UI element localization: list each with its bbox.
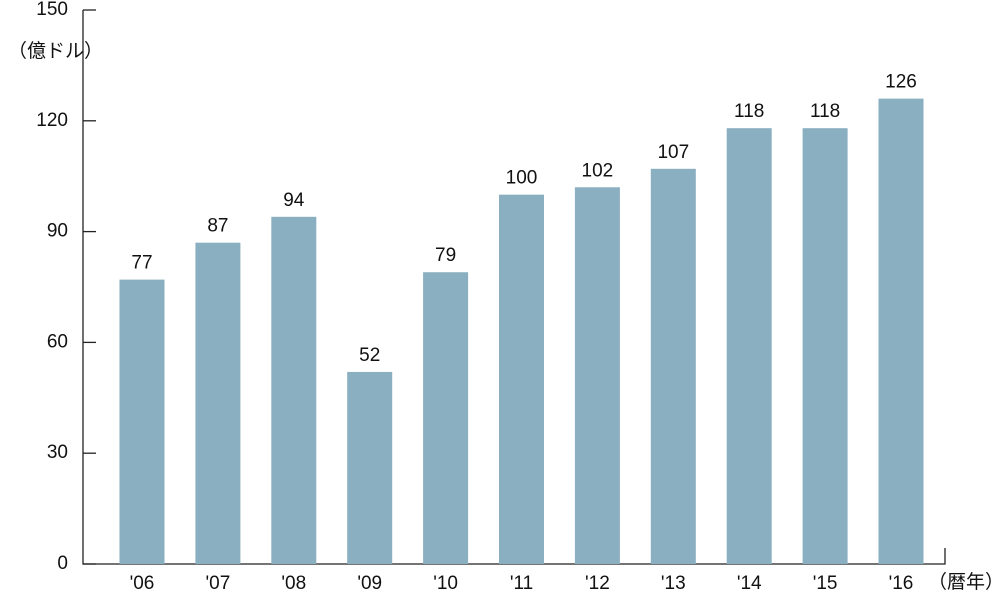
bar bbox=[499, 194, 544, 564]
y-tick-label: 30 bbox=[47, 442, 68, 463]
x-tick-label: '11 bbox=[510, 573, 533, 594]
bar bbox=[195, 242, 241, 564]
value-label: 94 bbox=[283, 190, 305, 211]
y-tick-label: 60 bbox=[47, 331, 68, 352]
value-label: 107 bbox=[657, 142, 689, 163]
value-label: 77 bbox=[131, 253, 152, 274]
y-tick-label: 120 bbox=[36, 110, 68, 131]
value-label: 118 bbox=[810, 101, 840, 122]
value-label: 79 bbox=[435, 245, 456, 266]
x-tick-label: '12 bbox=[585, 573, 610, 594]
x-tick-label: '10 bbox=[433, 573, 458, 594]
bar bbox=[119, 279, 165, 564]
x-tick-label: '09 bbox=[357, 573, 382, 594]
bar bbox=[423, 272, 469, 564]
bar bbox=[347, 371, 393, 564]
y-tick-label: 150 bbox=[36, 0, 68, 20]
value-label: 102 bbox=[582, 160, 614, 181]
x-tick-label: '16 bbox=[889, 573, 914, 594]
y-tick-label: 90 bbox=[47, 221, 68, 242]
bar bbox=[878, 98, 924, 564]
bar bbox=[802, 128, 848, 565]
value-label: 118 bbox=[734, 101, 764, 122]
bar bbox=[726, 128, 772, 565]
y-tick-label: 0 bbox=[57, 553, 68, 574]
value-label: 100 bbox=[506, 168, 538, 189]
x-tick-label: '15 bbox=[813, 573, 838, 594]
x-axis-label: （暦年） bbox=[928, 571, 1000, 593]
x-tick-label: '14 bbox=[737, 573, 762, 594]
y-axis-label: （億ドル） bbox=[8, 40, 103, 62]
value-label: 126 bbox=[885, 72, 917, 93]
bar bbox=[271, 216, 317, 564]
x-tick-label: '08 bbox=[281, 573, 306, 594]
x-tick-label: '07 bbox=[206, 573, 231, 594]
x-tick-label: '06 bbox=[130, 573, 155, 594]
bar bbox=[650, 168, 696, 564]
value-label: 87 bbox=[207, 216, 228, 237]
x-tick-label: '13 bbox=[661, 573, 686, 594]
bar bbox=[574, 187, 620, 564]
value-label: 52 bbox=[359, 345, 380, 366]
